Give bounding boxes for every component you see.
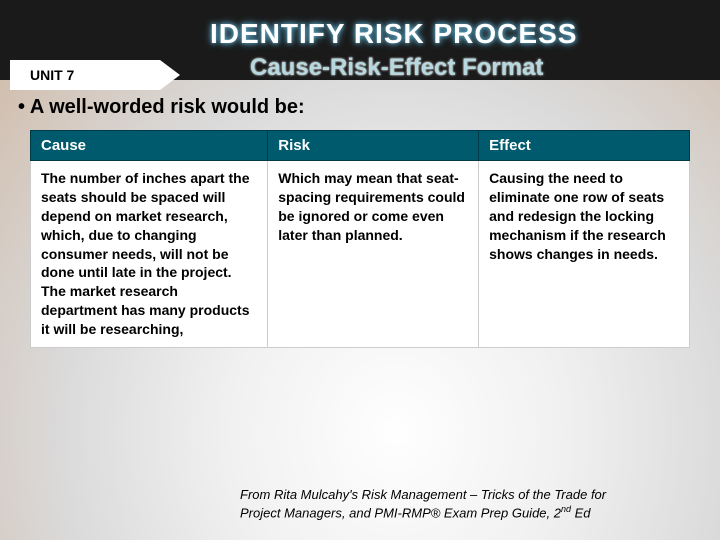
intro-bullet: • A well-worded risk would be: — [18, 96, 305, 119]
header-risk: Risk — [268, 131, 479, 161]
unit-tab: UNIT 7 — [10, 60, 160, 90]
header-cause: Cause — [31, 131, 268, 161]
table-row: The number of inches apart the seats sho… — [31, 161, 690, 348]
citation-line2b: Ed — [571, 505, 591, 520]
header-effect: Effect — [479, 131, 690, 161]
slide-title: IDENTIFY RISK PROCESS — [210, 18, 577, 50]
cre-table: Cause Risk Effect The number of inches a… — [30, 130, 690, 348]
citation-line2a: Project Managers, and PMI-RMP® Exam Prep… — [240, 505, 561, 520]
table-header-row: Cause Risk Effect — [31, 131, 690, 161]
citation-line1: From Rita Mulcahy's Risk Management – Tr… — [240, 487, 606, 502]
cell-risk: Which may mean that seat-spacing require… — [268, 161, 479, 348]
cell-effect: Causing the need to eliminate one row of… — [479, 161, 690, 348]
citation: From Rita Mulcahy's Risk Management – Tr… — [240, 487, 690, 522]
cell-cause: The number of inches apart the seats sho… — [31, 161, 268, 348]
citation-sup: nd — [561, 504, 571, 514]
slide-subtitle: Cause-Risk-Effect Format — [250, 54, 543, 82]
unit-label: UNIT 7 — [30, 67, 74, 83]
